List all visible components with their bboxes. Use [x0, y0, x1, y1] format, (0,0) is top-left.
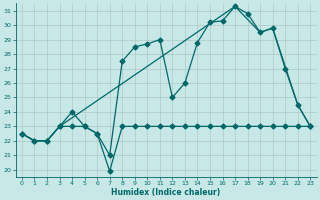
X-axis label: Humidex (Indice chaleur): Humidex (Indice chaleur)	[111, 188, 221, 197]
